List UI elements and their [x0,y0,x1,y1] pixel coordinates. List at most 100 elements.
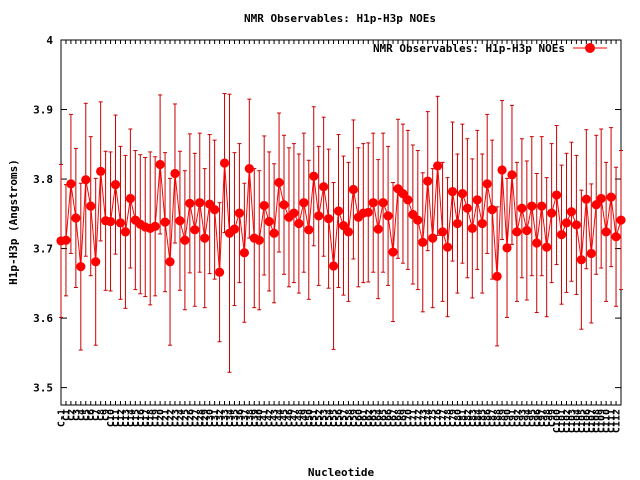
x-tick-label: C23 [170,409,181,427]
x-tick-label: C53 [319,409,330,427]
data-point [388,247,398,257]
data-point [477,218,487,229]
x-tick-label: C99 [547,409,558,427]
x-tick-label: C44 [275,409,286,427]
x-tick-label: C47 [289,409,300,427]
data-point [398,189,408,199]
x-tick-label: C78 [443,409,454,427]
data-point [413,215,423,225]
data-point [76,262,86,272]
data-point [294,218,304,229]
data-point [551,190,562,200]
x-tick-label: C80 [453,409,464,427]
data-point [576,255,586,265]
data-point [259,200,269,211]
data-point [91,257,101,267]
data-point [185,198,195,208]
data-point [234,208,245,218]
x-tick-label: C31 [210,409,221,427]
x-tick-label: C32 [215,409,226,427]
data-point [165,257,175,267]
data-point [96,166,106,176]
x-tick-label: C49 [299,409,310,427]
x-tick-label: C15 [131,409,142,427]
data-point [556,230,567,240]
x-tick-label: C34 [225,409,236,427]
x-tick-label: C112 [612,409,623,433]
data-point [279,200,289,210]
x-tick-label: C41 [260,409,271,427]
data-point [591,200,601,210]
x-tick-label: C89 [498,409,509,427]
x-tick-label: C72 [413,409,424,427]
x-tick-label: C19 [151,409,162,427]
x-tick-label: C1 [61,409,72,421]
data-point [561,218,572,228]
x-tick-label: C43 [270,409,281,427]
x-tick-label: C61 [359,409,370,427]
data-point [487,205,497,215]
data-point [537,201,547,211]
data-point [170,168,180,179]
x-tick-label: C21 [161,409,172,427]
x-tick-label: C59 [349,409,360,427]
data-point [200,233,210,243]
data-point [214,267,225,277]
x-tick-label: C67 [389,409,400,427]
data-point [492,271,502,281]
x-tick-label: C-1 [57,409,68,427]
legend: NMR Observables: H1p-H3p NOEs [373,42,607,55]
x-tick-label: C75 [428,409,439,427]
y-axis-label: H1p-H3p (Angstroms) [7,159,20,285]
data-point [611,232,621,242]
x-tick-label: C26 [185,409,196,427]
data-point [115,218,126,228]
data-point [264,216,274,227]
x-tick-label: C8 [96,409,107,421]
data-point [229,224,240,234]
x-tick-label: C81 [458,409,469,427]
y-tick-label: 4 [46,34,53,47]
x-tick-label: C98 [542,409,553,427]
x-tick-label: C104 [572,409,583,433]
x-tick-label: C57 [339,409,350,427]
x-tick-label: C111 [607,409,618,433]
data-point [532,238,542,248]
data-point [522,225,532,236]
x-tick-label: C30 [205,409,216,427]
data-point [289,208,299,218]
legend-marker [585,43,595,53]
data-point [373,224,383,234]
data-point [472,195,482,205]
data-point [61,235,71,245]
x-tick-label: C63 [369,409,380,427]
x-tick-label: C39 [250,409,261,427]
data-point [378,198,388,208]
data-point [319,182,329,192]
x-tick-label: C87 [488,409,499,427]
x-tick-label: C50 [304,409,315,427]
data-point [150,221,160,231]
x-tick-label: C106 [582,409,593,433]
data-point [239,248,249,258]
data-point [160,217,170,227]
data-point [155,159,165,170]
x-tick-label: C90 [503,409,514,427]
data-point [542,242,552,252]
data-point [333,206,344,216]
x-tick-label: C91 [507,409,518,427]
data-point [497,165,507,175]
data-point [616,215,626,225]
y-tick-label: 3.6 [33,312,53,325]
data-point [343,227,354,237]
x-tick-label: C45 [280,409,291,427]
x-tick-label: C13 [121,409,132,427]
data-point [304,225,314,235]
x-tick-label: C68 [393,409,404,427]
data-point [105,216,116,227]
data-point [457,189,468,199]
x-tick-label: C6 [86,409,97,421]
x-tick-label: C73 [418,409,429,427]
x-tick-label: C20 [156,409,167,427]
